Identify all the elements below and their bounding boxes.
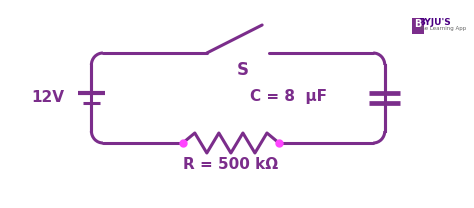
- Bar: [412, 18, 424, 34]
- Text: S: S: [237, 61, 249, 79]
- Text: BYJU'S: BYJU'S: [419, 18, 451, 27]
- Text: The Learning App: The Learning App: [419, 26, 467, 31]
- Text: C = 8  μF: C = 8 μF: [250, 88, 327, 104]
- Text: R = 500 kΩ: R = 500 kΩ: [183, 157, 278, 172]
- Text: 12V: 12V: [31, 90, 64, 105]
- Text: B: B: [414, 19, 422, 29]
